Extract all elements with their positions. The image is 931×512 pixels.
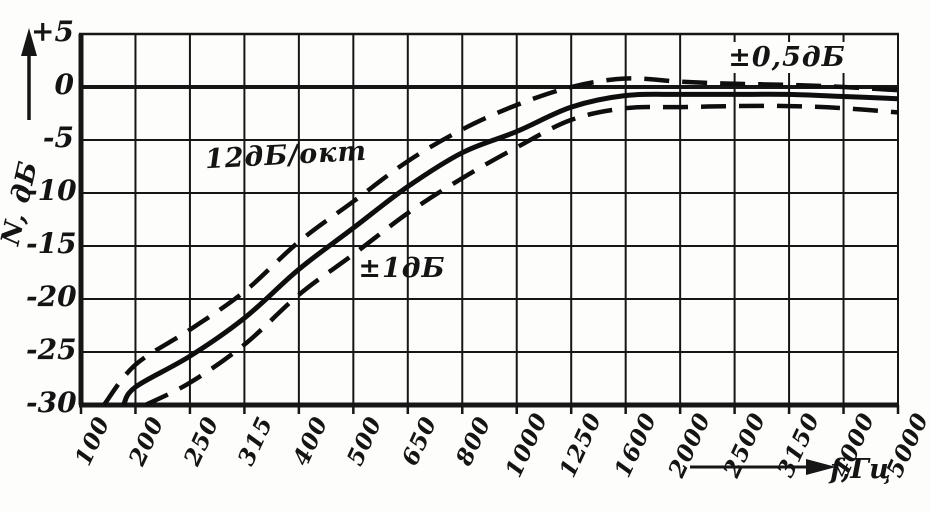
annotation-tolerance-flat: ±0,5дБ (707, 42, 867, 73)
curve-lower-tolerance-limit (144, 103, 899, 408)
y-tick-label: +5 (31, 15, 74, 48)
y-tick-label: -20 (26, 280, 77, 313)
x-axis-title: f,Гц (830, 454, 891, 485)
y-tick-label: -5 (42, 121, 74, 154)
y-tick-label: 0 (54, 68, 74, 101)
y-axis-arrow-head (21, 28, 37, 56)
curve-upper-tolerance-limit (102, 76, 899, 407)
annotation-tolerance-mid: ±1дБ (358, 253, 446, 284)
x-axis-arrow-head (806, 459, 836, 475)
y-tick-label: -25 (26, 333, 77, 366)
curve-nominal-response (121, 91, 899, 407)
y-tick-label: -15 (26, 227, 77, 260)
y-tick-label: -10 (26, 174, 77, 207)
y-tick-label: -30 (26, 386, 77, 419)
